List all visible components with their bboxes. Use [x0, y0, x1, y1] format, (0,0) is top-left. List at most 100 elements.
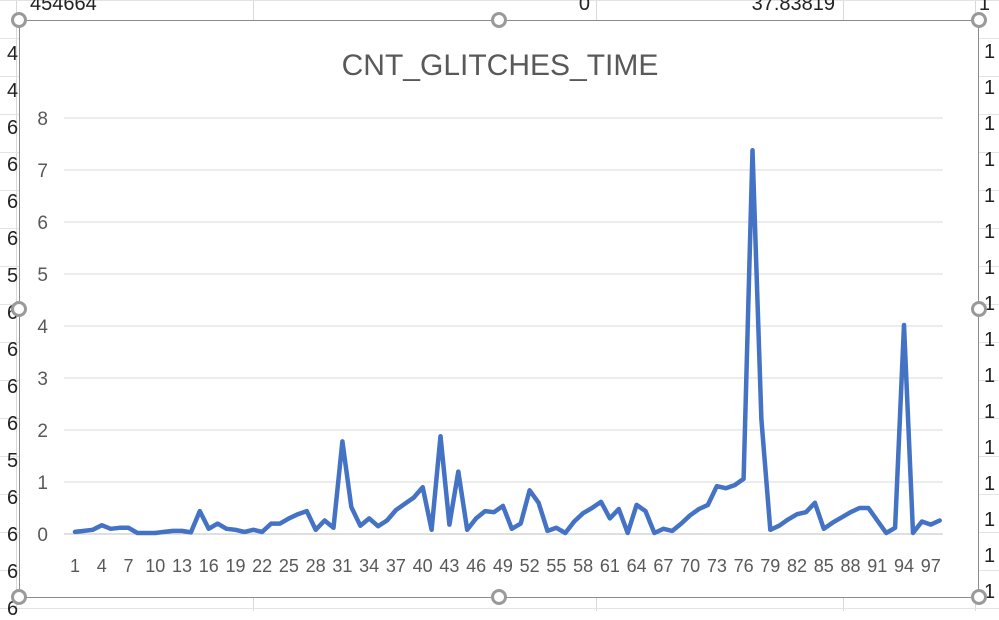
data-point [741, 477, 745, 481]
sheet-cell-text[interactable]: 0 [578, 0, 590, 15]
data-point [358, 523, 362, 527]
sheet-cell-text[interactable]: 1 [984, 401, 996, 423]
sheet-cell-text[interactable]: 6 [7, 561, 19, 583]
data-point [572, 519, 576, 523]
data-point [340, 439, 344, 443]
sheet-cell-text[interactable]: 454664 [30, 0, 97, 15]
series-line[interactable] [72, 147, 942, 536]
sheet-cell-text[interactable]: 1 [978, 0, 990, 15]
data-point [510, 527, 514, 531]
x-tick-label: 25 [279, 556, 299, 576]
handle-middle-left[interactable] [11, 301, 27, 317]
x-tick-label: 73 [707, 556, 727, 576]
data-point [322, 518, 326, 522]
chart-area[interactable] [19, 20, 979, 598]
data-point [920, 519, 924, 523]
data-point [117, 526, 121, 530]
sheet-cell-text[interactable]: 1 [984, 41, 996, 63]
data-point [376, 524, 380, 528]
data-point [902, 323, 906, 327]
sheet-cell-text[interactable]: 1 [984, 581, 996, 603]
data-point [385, 518, 389, 522]
sheet-cell-text[interactable]: 1 [984, 77, 996, 99]
sheet-cell-text[interactable]: 6 [7, 191, 19, 213]
x-tick-label: 31 [332, 556, 352, 576]
data-point [608, 516, 612, 520]
sheet-cell-text[interactable]: 6 [7, 524, 19, 546]
sheet-cell-text[interactable]: 1 [984, 221, 996, 243]
sheet-cell-text[interactable]: 1 [984, 149, 996, 171]
handle-top-center[interactable] [491, 12, 507, 28]
data-point [768, 528, 772, 532]
y-tick-label: 7 [37, 161, 48, 182]
sheet-cell-text[interactable]: 6 [7, 339, 19, 361]
data-point [153, 531, 157, 535]
sheet-cell-text[interactable]: 37.83819 [751, 0, 835, 15]
sheet-cell-text[interactable]: 1 [984, 293, 996, 315]
handle-middle-right[interactable] [971, 301, 987, 317]
x-tick-label: 64 [627, 556, 647, 576]
x-tick-label: 94 [894, 556, 914, 576]
data-point [420, 485, 424, 489]
sheet-cell-text[interactable]: 5 [7, 450, 19, 472]
data-point [305, 509, 309, 513]
sheet-cell-text[interactable]: 1 [984, 257, 996, 279]
data-point [822, 527, 826, 531]
data-point [483, 509, 487, 513]
sheet-cell-text[interactable]: 4 [7, 80, 19, 102]
handle-bottom-right[interactable] [971, 589, 987, 605]
x-tick-label: 4 [97, 556, 107, 576]
x-tick-label: 97 [921, 556, 941, 576]
sheet-cell-text[interactable]: 6 [7, 598, 19, 620]
sheet-row-line [0, 608, 999, 609]
data-point [786, 517, 790, 521]
handle-top-left[interactable] [11, 12, 27, 28]
data-point [661, 527, 665, 531]
data-point [545, 529, 549, 533]
data-point [732, 483, 736, 487]
sheet-cell-text[interactable]: 6 [7, 376, 19, 398]
data-point [73, 530, 77, 534]
data-point [804, 510, 808, 514]
handle-bottom-left[interactable] [11, 589, 27, 605]
y-tick-label: 0 [37, 525, 48, 546]
sheet-cell-text[interactable]: 6 [7, 487, 19, 509]
sheet-cell-text[interactable]: 6 [7, 154, 19, 176]
y-tick-label: 2 [37, 421, 48, 442]
data-point [135, 531, 139, 535]
x-tick-label: 40 [413, 556, 433, 576]
data-point [233, 528, 237, 532]
sheet-cell-text[interactable]: 1 [984, 473, 996, 495]
x-tick-label: 61 [600, 556, 620, 576]
sheet-cell-text[interactable]: 1 [984, 545, 996, 567]
data-point [884, 531, 888, 535]
sheet-cell-text[interactable]: 6 [7, 117, 19, 139]
data-point [349, 505, 353, 509]
data-point [108, 527, 112, 531]
sheet-cell-text[interactable]: 1 [984, 113, 996, 135]
sheet-cell-text[interactable]: 1 [984, 329, 996, 351]
data-point [831, 520, 835, 524]
sheet-cell-text[interactable]: 5 [7, 265, 19, 287]
sheet-cell-text[interactable]: 1 [984, 509, 996, 531]
data-point [269, 521, 273, 525]
handle-bottom-center[interactable] [491, 589, 507, 605]
data-point [278, 521, 282, 525]
sheet-cell-text[interactable]: 1 [984, 185, 996, 207]
data-point [866, 506, 870, 510]
sheet-cell-text[interactable]: 1 [984, 437, 996, 459]
sheet-cell-text[interactable]: 6 [7, 228, 19, 250]
handle-top-right[interactable] [971, 12, 987, 28]
data-point [260, 530, 264, 534]
data-point [501, 504, 505, 508]
data-point [189, 530, 193, 534]
sheet-cell-text[interactable]: 1 [984, 365, 996, 387]
x-tick-label: 28 [306, 556, 326, 576]
x-tick-label: 85 [814, 556, 834, 576]
sheet-cell-text[interactable]: 6 [7, 413, 19, 435]
x-tick-label: 82 [787, 556, 807, 576]
x-tick-label: 52 [520, 556, 540, 576]
sheet-cell-text[interactable]: 4 [7, 43, 19, 65]
data-point [938, 518, 942, 522]
